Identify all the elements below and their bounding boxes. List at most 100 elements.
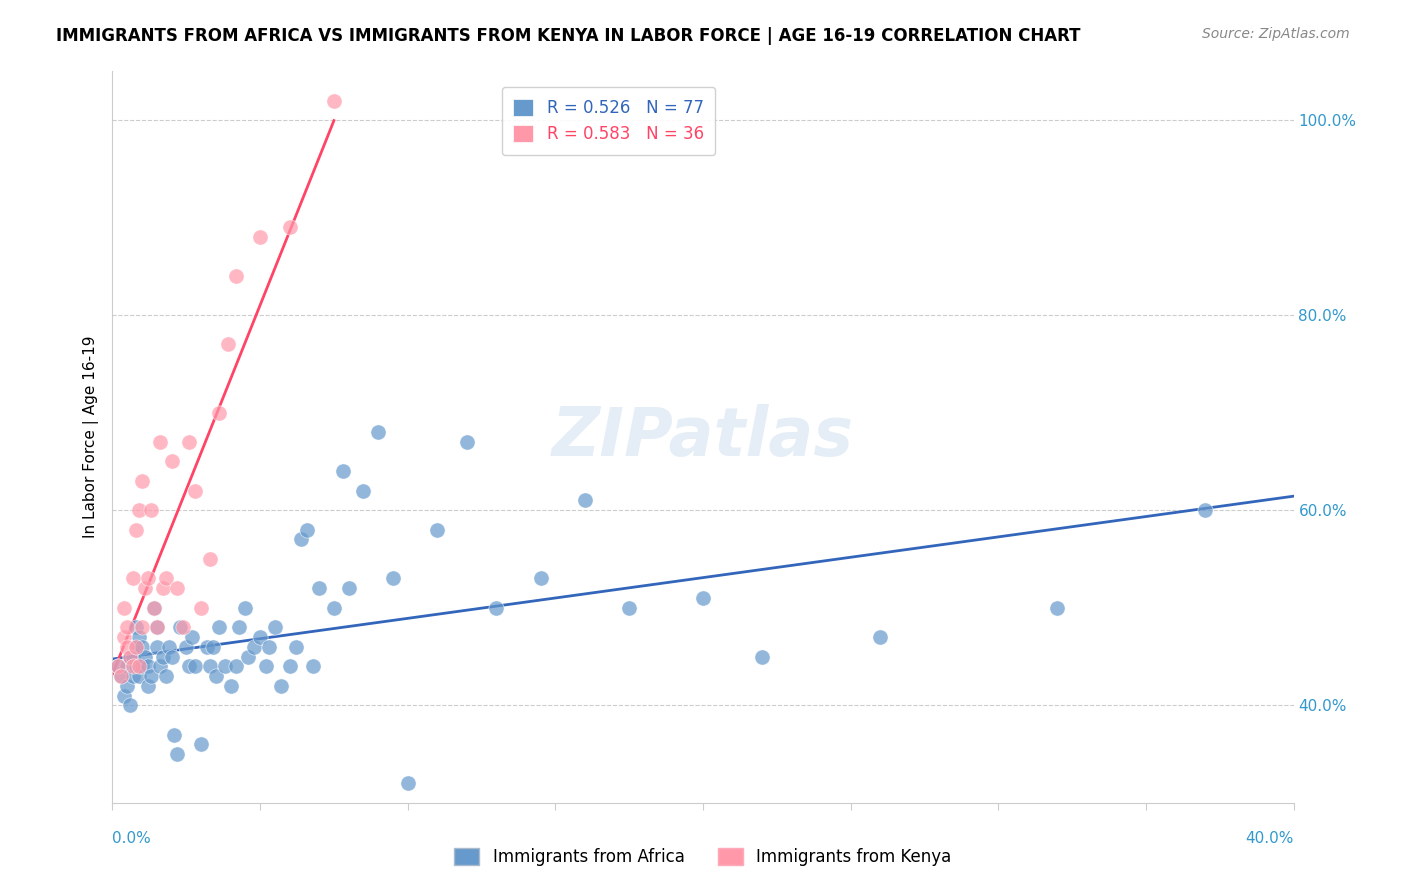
Point — [157, 640, 180, 654]
Point — [125, 640, 148, 654]
Point — [107, 659, 129, 673]
Point — [181, 630, 204, 644]
Point — [172, 620, 194, 634]
Point — [139, 669, 162, 683]
Point — [160, 649, 183, 664]
Point — [190, 737, 212, 751]
Point — [352, 483, 374, 498]
Point — [122, 649, 145, 664]
Point — [529, 572, 551, 586]
Y-axis label: In Labor Force | Age 16-19: In Labor Force | Age 16-19 — [83, 335, 98, 539]
Legend: R = 0.526   N = 77, R = 0.583   N = 36: R = 0.526 N = 77, R = 0.583 N = 36 — [502, 87, 716, 155]
Point — [238, 649, 260, 664]
Point — [136, 679, 159, 693]
Point — [166, 747, 188, 761]
Point — [201, 640, 224, 654]
Point — [332, 464, 354, 478]
Point — [302, 659, 325, 673]
Point — [117, 659, 138, 673]
Point — [254, 659, 277, 673]
Point — [225, 269, 247, 284]
Point — [117, 620, 138, 634]
Point — [195, 640, 218, 654]
Point — [166, 581, 188, 595]
Point — [249, 230, 271, 244]
Point — [112, 630, 135, 644]
Point — [485, 600, 508, 615]
Point — [382, 572, 405, 586]
Point — [155, 669, 177, 683]
Point — [125, 620, 148, 634]
Point — [131, 474, 153, 488]
Point — [1194, 503, 1216, 517]
Point — [107, 659, 129, 673]
Point — [125, 659, 148, 673]
Point — [426, 523, 449, 537]
Point — [278, 659, 301, 673]
Point — [1046, 600, 1069, 615]
Point — [184, 659, 207, 673]
Point — [297, 523, 319, 537]
Point — [869, 630, 891, 644]
Point — [233, 600, 256, 615]
Point — [136, 572, 159, 586]
Point — [149, 434, 172, 449]
Point — [174, 640, 197, 654]
Point — [131, 640, 153, 654]
Point — [179, 434, 201, 449]
Point — [112, 600, 135, 615]
Point — [125, 640, 148, 654]
Text: 40.0%: 40.0% — [1246, 830, 1294, 846]
Point — [110, 669, 132, 683]
Point — [456, 434, 478, 449]
Text: 0.0%: 0.0% — [112, 830, 152, 846]
Point — [205, 669, 228, 683]
Text: Source: ZipAtlas.com: Source: ZipAtlas.com — [1202, 27, 1350, 41]
Point — [146, 640, 169, 654]
Point — [751, 649, 773, 664]
Point — [120, 649, 142, 664]
Point — [208, 406, 231, 420]
Text: ZIPatlas: ZIPatlas — [553, 404, 853, 470]
Point — [198, 552, 221, 566]
Point — [142, 600, 165, 615]
Point — [323, 600, 346, 615]
Point — [152, 581, 174, 595]
Point — [122, 659, 145, 673]
Point — [152, 649, 174, 664]
Point — [169, 620, 191, 634]
Point — [217, 337, 239, 351]
Point — [243, 640, 266, 654]
Point — [225, 659, 247, 673]
Point — [367, 425, 389, 440]
Point — [574, 493, 596, 508]
Point — [228, 620, 250, 634]
Point — [190, 600, 212, 615]
Point — [131, 659, 153, 673]
Point — [131, 620, 153, 634]
Point — [270, 679, 292, 693]
Point — [134, 581, 156, 595]
Point — [128, 630, 150, 644]
Point — [264, 620, 287, 634]
Point — [128, 503, 150, 517]
Point — [110, 669, 132, 683]
Point — [184, 483, 207, 498]
Point — [112, 689, 135, 703]
Point — [120, 698, 142, 713]
Point — [117, 679, 138, 693]
Point — [163, 727, 186, 741]
Point — [134, 649, 156, 664]
Legend: Immigrants from Africa, Immigrants from Kenya: Immigrants from Africa, Immigrants from … — [446, 840, 960, 875]
Point — [257, 640, 280, 654]
Point — [122, 669, 145, 683]
Point — [308, 581, 330, 595]
Point — [396, 776, 419, 790]
Point — [290, 533, 312, 547]
Point — [692, 591, 714, 605]
Point — [214, 659, 236, 673]
Point — [128, 659, 150, 673]
Point — [149, 659, 172, 673]
Point — [142, 600, 165, 615]
Point — [125, 523, 148, 537]
